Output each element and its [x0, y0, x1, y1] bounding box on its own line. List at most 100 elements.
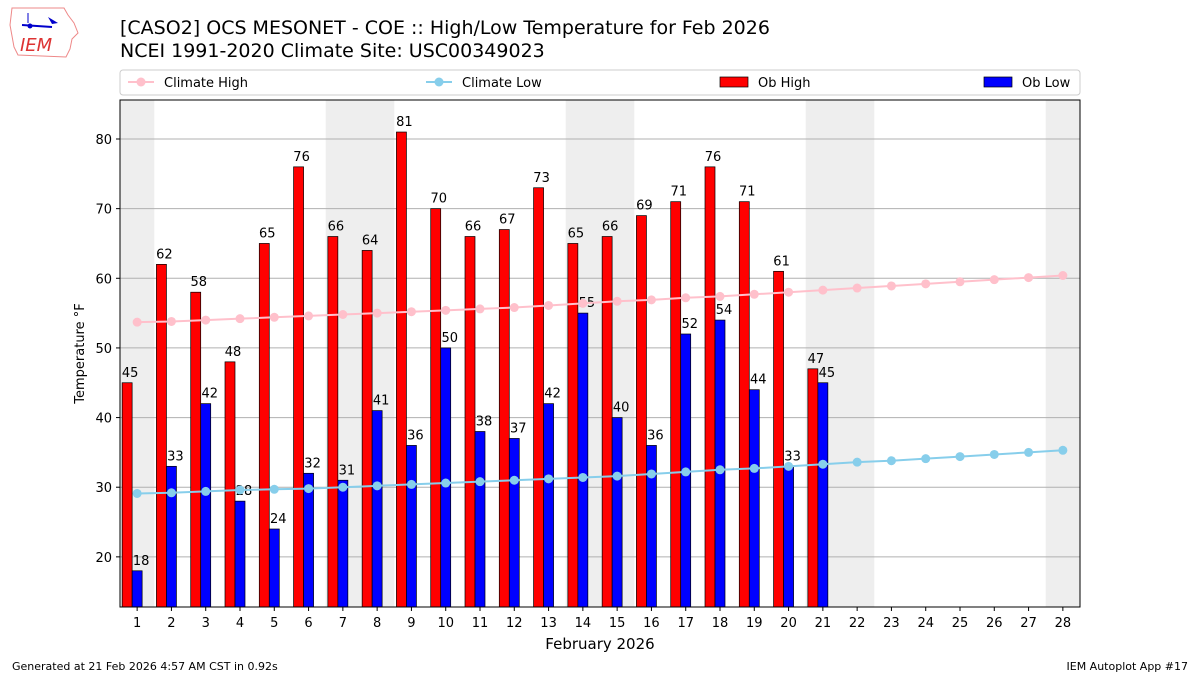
ob-low-label: 31 [339, 463, 356, 478]
climate-low-point [921, 454, 931, 464]
ob-high-label: 65 [259, 226, 276, 241]
ob-high-bar [121, 382, 133, 608]
climate-high-point [406, 307, 416, 317]
x-tick-label: 20 [780, 616, 797, 631]
ob-high-bar [636, 215, 647, 608]
ob-low-bar [131, 570, 143, 608]
x-tick-label: 13 [540, 616, 557, 631]
ob-high-bar [190, 291, 202, 608]
x-tick-label: 18 [712, 616, 729, 631]
ob-high-label: 65 [568, 226, 585, 241]
y-tick-label: 80 [95, 133, 112, 148]
ob-high-label: 73 [533, 171, 550, 186]
ob-low-bar [166, 465, 177, 608]
x-tick-label: 27 [1020, 616, 1037, 631]
climate-low-point [1058, 445, 1068, 455]
climate-high-point [989, 275, 999, 285]
climate-high-point [201, 315, 211, 325]
ob-high-bar [156, 264, 167, 608]
ob-high-label: 61 [773, 254, 790, 269]
climate-high-point [578, 298, 588, 308]
ob-high-label: 66 [465, 220, 482, 235]
ob-low-bar [234, 500, 246, 608]
ob-high-bar [361, 250, 373, 608]
ob-high-bar [498, 229, 510, 608]
climate-low-point [989, 449, 999, 459]
climate-low-point [578, 472, 588, 482]
ob-low-bar [371, 410, 383, 608]
ob-low-label: 24 [270, 512, 287, 527]
x-tick-label: 28 [1055, 616, 1072, 631]
ob-low-bar [577, 312, 589, 608]
x-tick-label: 4 [236, 616, 244, 631]
ob-low-bar [508, 438, 520, 608]
ob-low-label: 37 [510, 421, 527, 436]
ob-low-bar [783, 465, 794, 608]
ob-low-label: 38 [476, 415, 493, 430]
climate-low-point [372, 481, 382, 491]
x-tick-label: 16 [643, 616, 660, 631]
x-tick-label: 24 [917, 616, 934, 631]
climate-high-point [132, 317, 142, 327]
x-tick-label: 9 [407, 616, 415, 631]
footer-app: IEM Autoplot App #17 [1066, 660, 1189, 673]
ob-low-label: 50 [441, 331, 458, 346]
ob-high-bar [293, 166, 304, 608]
climate-low-point [269, 484, 279, 494]
title-line-1: [CASO2] OCS MESONET - COE :: High/Low Te… [120, 17, 770, 39]
x-tick-label: 23 [883, 616, 900, 631]
climate-high-point [338, 310, 348, 319]
climate-low-point [715, 465, 725, 475]
climate-low-point [166, 488, 176, 498]
ob-high-bar [224, 361, 236, 608]
climate-low-point [201, 486, 211, 496]
climate-high-point [749, 289, 759, 299]
ob-low-label: 36 [407, 428, 424, 443]
climate-low-point [784, 461, 794, 471]
ob-high-bar [738, 201, 750, 608]
ob-high-bar [567, 243, 579, 608]
ob-high-label: 66 [328, 220, 345, 235]
ob-high-bar [773, 270, 784, 608]
climate-high-point [886, 281, 896, 291]
ob-high-label: 64 [362, 233, 379, 248]
climate-high-point [269, 312, 279, 322]
climate-low-point [852, 457, 862, 467]
climate-high-point [852, 283, 862, 293]
logo-text: IEM [20, 35, 53, 56]
ob-low-label: 32 [304, 456, 321, 471]
ob-high-bar [430, 208, 442, 608]
ob-low-bar [303, 472, 314, 608]
ob-high-label: 76 [293, 150, 310, 165]
ob-low-bar [748, 389, 760, 608]
ob-low-bar [611, 417, 623, 608]
x-tick-label: 6 [304, 616, 312, 631]
ob-high-label: 47 [808, 352, 825, 367]
x-tick-label: 11 [472, 616, 489, 631]
ob-low-bar [337, 479, 349, 608]
x-tick-label: 21 [815, 616, 832, 631]
ob-low-label: 54 [716, 303, 733, 318]
ob-high-label: 71 [670, 185, 687, 200]
ob-high-bar [670, 201, 682, 608]
ob-low-label: 41 [373, 394, 390, 409]
ob-low-label: 42 [201, 387, 218, 402]
climate-high-point [475, 304, 485, 314]
ob-low-label: 18 [133, 554, 150, 569]
climate-high-point [441, 305, 451, 315]
legend-label: Climate Low [462, 76, 542, 91]
ob-low-label: 36 [647, 428, 664, 443]
ob-low-label: 33 [167, 449, 184, 464]
x-tick-label: 17 [677, 616, 694, 631]
climate-low-point [441, 478, 451, 488]
climate-high-point [509, 303, 519, 313]
legend-label: Climate High [164, 76, 248, 91]
ob-low-label: 45 [819, 366, 836, 381]
plot-frame [119, 99, 1081, 608]
climate-low-point [509, 475, 519, 485]
climate-low-point [681, 467, 691, 477]
climate-low-point [475, 477, 485, 487]
x-tick-label: 1 [133, 616, 141, 631]
x-tick-label: 3 [202, 616, 210, 631]
climate-high-point [1058, 271, 1068, 280]
